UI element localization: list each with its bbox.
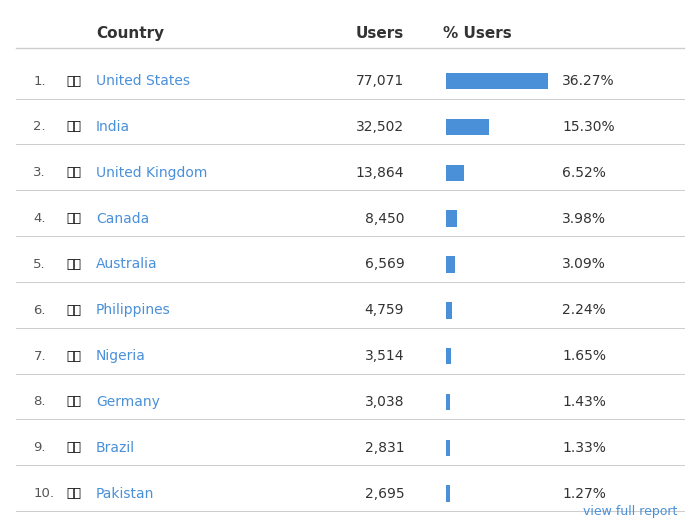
Text: 36.27%: 36.27% [562, 74, 615, 88]
Text: 1.43%: 1.43% [562, 395, 606, 409]
Text: 4.: 4. [34, 212, 46, 225]
Text: 77,071: 77,071 [356, 74, 405, 88]
Text: 1.65%: 1.65% [562, 349, 606, 363]
Text: Pakistan: Pakistan [96, 486, 155, 501]
FancyBboxPatch shape [446, 485, 449, 502]
Text: Canada: Canada [96, 212, 149, 226]
FancyBboxPatch shape [446, 210, 457, 227]
Text: India: India [96, 120, 130, 134]
Text: 🇩🇪: 🇩🇪 [66, 396, 81, 408]
Text: 2.24%: 2.24% [562, 303, 606, 318]
FancyBboxPatch shape [446, 302, 452, 319]
Text: 3.: 3. [34, 166, 46, 179]
FancyBboxPatch shape [446, 256, 455, 273]
Text: Users: Users [356, 26, 405, 41]
Text: 8.: 8. [34, 396, 46, 408]
Text: 🇵🇰: 🇵🇰 [66, 487, 81, 500]
Text: 1.: 1. [34, 75, 46, 88]
Text: 2.: 2. [34, 121, 46, 133]
Text: 6,569: 6,569 [365, 258, 405, 271]
Text: 2,695: 2,695 [365, 486, 405, 501]
Text: 6.: 6. [34, 304, 46, 317]
Text: 15.30%: 15.30% [562, 120, 615, 134]
Text: 8,450: 8,450 [365, 212, 405, 226]
FancyBboxPatch shape [446, 119, 489, 135]
Text: 32,502: 32,502 [356, 120, 405, 134]
Text: 7.: 7. [34, 349, 46, 363]
FancyBboxPatch shape [446, 165, 464, 181]
Text: 13,864: 13,864 [356, 166, 405, 180]
Text: 🇮🇳: 🇮🇳 [66, 121, 81, 133]
Text: 3,514: 3,514 [365, 349, 405, 363]
Text: 5.: 5. [34, 258, 46, 271]
Text: 🇧🇷: 🇧🇷 [66, 441, 81, 455]
FancyBboxPatch shape [446, 393, 450, 410]
Text: United States: United States [96, 74, 190, 88]
Text: 🇳🇬: 🇳🇬 [66, 349, 81, 363]
Text: % Users: % Users [442, 26, 511, 41]
Text: 🇵🇭: 🇵🇭 [66, 304, 81, 317]
Text: Philippines: Philippines [96, 303, 171, 318]
Text: 3,038: 3,038 [365, 395, 405, 409]
Text: 9.: 9. [34, 441, 46, 455]
Text: 10.: 10. [34, 487, 55, 500]
Text: 4,759: 4,759 [365, 303, 405, 318]
FancyBboxPatch shape [446, 440, 450, 456]
Text: Country: Country [96, 26, 164, 41]
Text: Nigeria: Nigeria [96, 349, 146, 363]
Text: 3.09%: 3.09% [562, 258, 606, 271]
Text: 1.33%: 1.33% [562, 441, 606, 455]
Text: United Kingdom: United Kingdom [96, 166, 207, 180]
FancyBboxPatch shape [446, 73, 548, 89]
Text: Brazil: Brazil [96, 441, 135, 455]
Text: Germany: Germany [96, 395, 160, 409]
Text: 6.52%: 6.52% [562, 166, 606, 180]
Text: 🇬🇧: 🇬🇧 [66, 166, 81, 179]
Text: 🇺🇸: 🇺🇸 [66, 75, 81, 88]
Text: 2,831: 2,831 [365, 441, 405, 455]
Text: 1.27%: 1.27% [562, 486, 606, 501]
Text: view full report: view full report [582, 506, 677, 518]
Text: Australia: Australia [96, 258, 158, 271]
FancyBboxPatch shape [446, 348, 451, 364]
Text: 🇦🇺: 🇦🇺 [66, 258, 81, 271]
Text: 3.98%: 3.98% [562, 212, 606, 226]
Text: 🇨🇦: 🇨🇦 [66, 212, 81, 225]
